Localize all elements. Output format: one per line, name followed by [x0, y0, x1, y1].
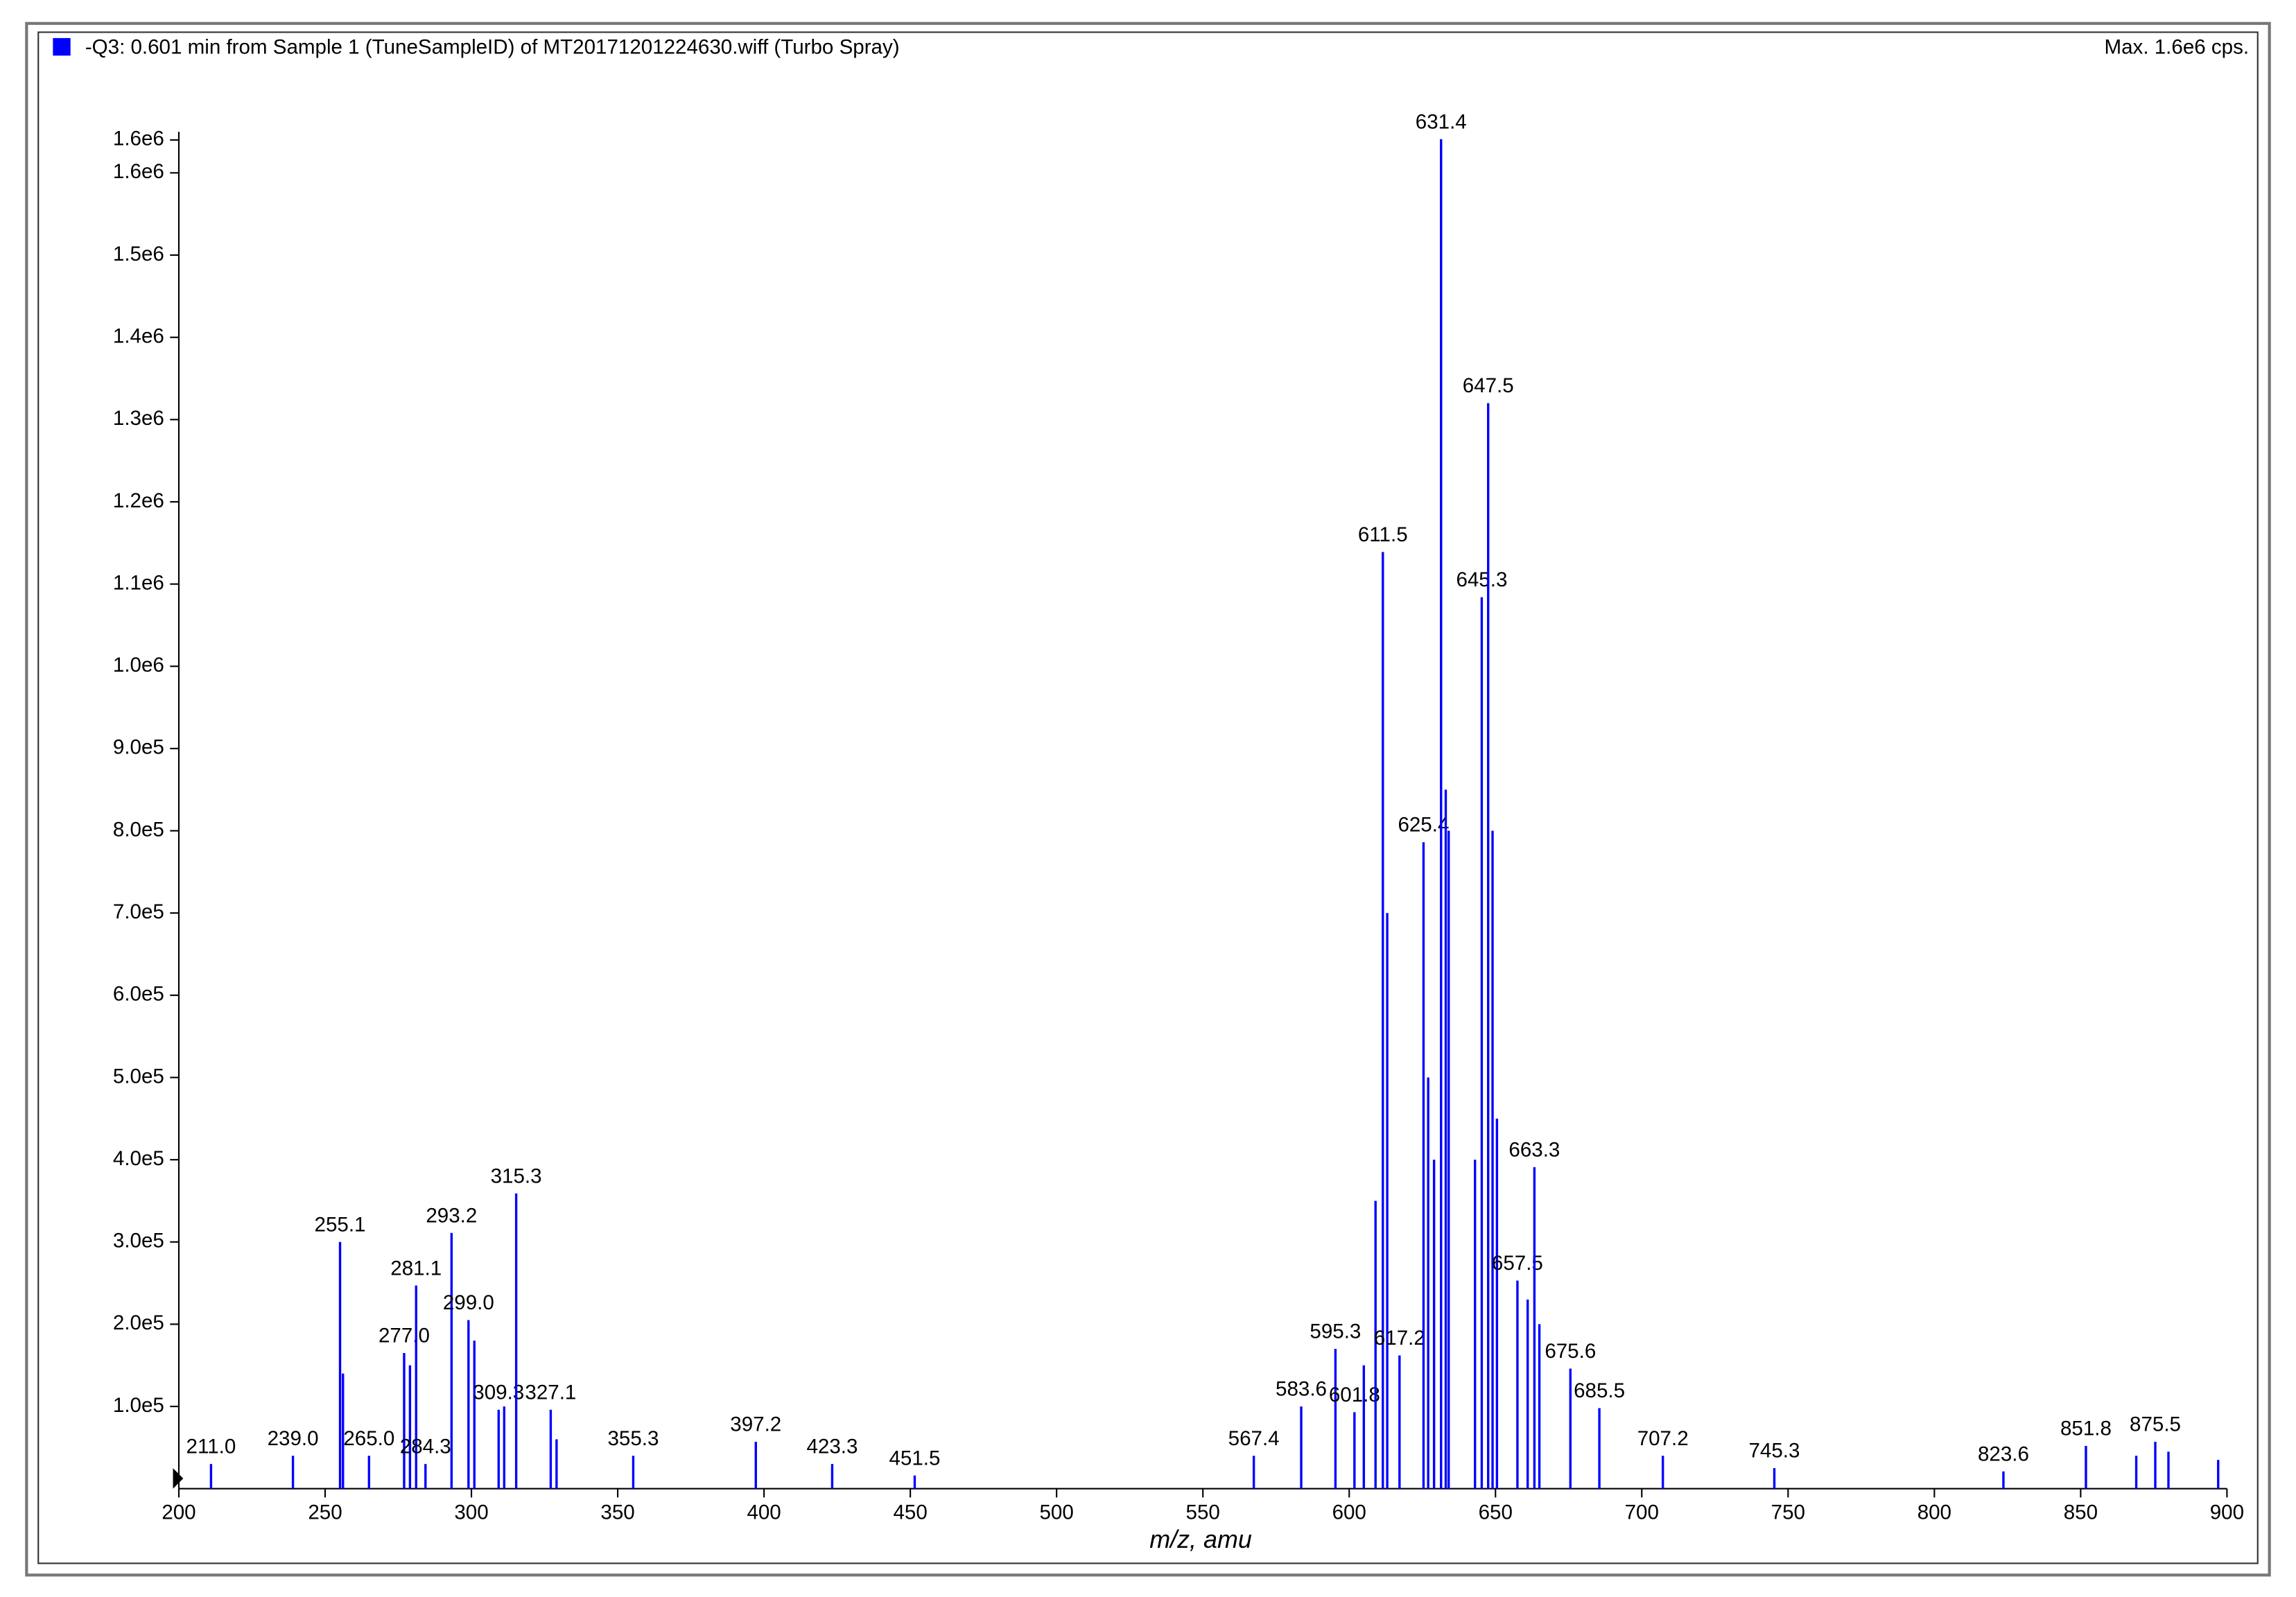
x-tick-label: 200: [162, 1501, 195, 1524]
peak-label: 355.3: [607, 1427, 659, 1450]
legend-swatch: [53, 37, 71, 56]
peak-label: 284.3: [400, 1435, 451, 1458]
axis-marker: [173, 1468, 184, 1489]
peak-label: 645.3: [1456, 568, 1507, 591]
x-tick-label: 600: [1332, 1501, 1366, 1524]
y-tick-label: 9.0e5: [113, 736, 164, 759]
peak-label: 675.6: [1545, 1340, 1596, 1363]
x-tick-label: 900: [2210, 1501, 2244, 1524]
peak-label: 851.8: [2060, 1417, 2112, 1440]
peak-label: 663.3: [1508, 1138, 1560, 1161]
peak-label: 595.3: [1310, 1320, 1361, 1343]
y-tick-label: 2.0e5: [113, 1311, 164, 1334]
peak-label: 299.0: [443, 1291, 494, 1314]
peak-label: 685.5: [1574, 1379, 1625, 1402]
x-tick-label: 750: [1771, 1501, 1805, 1524]
peak-label: 823.6: [1978, 1442, 2029, 1465]
y-tick-label: 1.1e6: [113, 571, 164, 594]
y-tick-label: 3.0e5: [113, 1230, 164, 1253]
peak-label: 239.0: [268, 1427, 319, 1450]
peak-label: 451.5: [889, 1447, 940, 1469]
x-tick-label: 550: [1186, 1501, 1220, 1524]
inner-frame: [37, 31, 2259, 1564]
y-tick-label: 1.0e6: [113, 654, 164, 677]
x-tick-label: 250: [308, 1501, 342, 1524]
peak-label: 281.1: [390, 1257, 442, 1280]
chart-subtitle: Max. 1.6e6 cps.: [2105, 36, 2250, 59]
peak-label: 211.0: [186, 1435, 236, 1458]
x-tick-label: 800: [1917, 1501, 1951, 1524]
peak-label: 315.3: [491, 1164, 542, 1187]
peak-label: 745.3: [1749, 1440, 1800, 1463]
x-tick-label: 450: [893, 1501, 927, 1524]
y-tick-label: 1.2e6: [113, 489, 164, 512]
peak-label: 255.1: [315, 1213, 366, 1236]
y-tick-label: 1.3e6: [113, 407, 164, 430]
y-tick-label: 4.0e5: [113, 1147, 164, 1170]
x-tick-label: 350: [600, 1501, 634, 1524]
peak-label: 647.5: [1463, 374, 1514, 397]
peak-label: 601.8: [1329, 1384, 1380, 1406]
peak-label: 265.0: [343, 1427, 394, 1450]
peak-label: 875.5: [2130, 1413, 2181, 1436]
x-axis-label: m/z, amu: [1149, 1526, 1252, 1553]
peak-label: 617.2: [1374, 1327, 1425, 1350]
y-tick-label: 1.6e6: [113, 160, 164, 183]
peak-label: 583.6: [1276, 1378, 1327, 1401]
y-tick-label: 6.0e5: [113, 983, 164, 1006]
peak-label: 631.4: [1416, 110, 1467, 133]
peak-label: 567.4: [1228, 1427, 1280, 1450]
y-tick-label: 5.0e5: [113, 1065, 164, 1088]
peak-label: 423.3: [806, 1435, 858, 1458]
outer-frame: [25, 21, 2271, 1577]
y-tick-label: 1.5e6: [113, 243, 164, 265]
x-tick-label: 400: [747, 1501, 781, 1524]
x-tick-label: 850: [2064, 1501, 2098, 1524]
peak-label: 327.1: [525, 1381, 576, 1404]
y-tick-label: 7.0e5: [113, 900, 164, 923]
peak-label: 397.2: [730, 1413, 781, 1436]
y-tick-label: 1.6e6: [113, 128, 164, 150]
y-tick-label: 1.4e6: [113, 324, 164, 347]
x-tick-label: 500: [1040, 1501, 1074, 1524]
x-tick-label: 700: [1625, 1501, 1659, 1524]
chart-title: -Q3: 0.601 min from Sample 1 (TuneSample…: [85, 36, 900, 59]
y-tick-label: 1.0e5: [113, 1394, 164, 1417]
x-tick-label: 650: [1479, 1501, 1513, 1524]
peak-label: 293.2: [426, 1204, 477, 1227]
peak-label: 277.0: [379, 1325, 430, 1347]
peak-label: 707.2: [1637, 1427, 1689, 1450]
y-tick-label: 8.0e5: [113, 818, 164, 841]
x-tick-label: 300: [454, 1501, 488, 1524]
peak-label: 611.5: [1358, 523, 1408, 546]
